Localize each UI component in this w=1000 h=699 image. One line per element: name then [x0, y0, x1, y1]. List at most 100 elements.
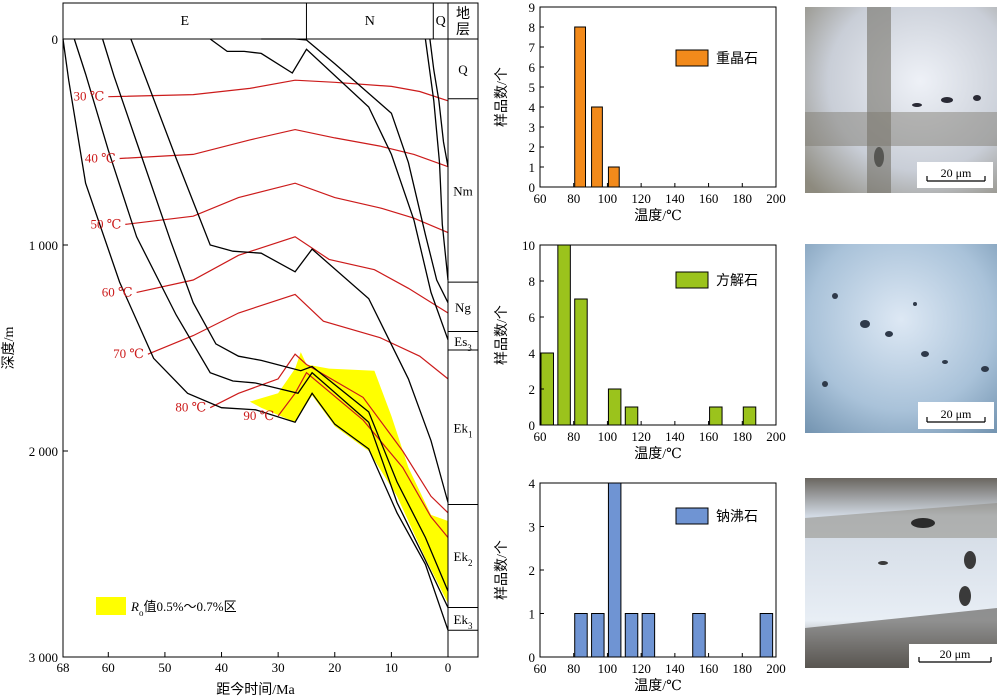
- burial-curve: [209, 38, 449, 341]
- burial-curve: [62, 38, 449, 631]
- isotherm-label: 50 ℃: [90, 216, 121, 231]
- micrograph-natrolite: 20 μm: [805, 478, 997, 668]
- histogram-bar: [641, 613, 656, 658]
- histogram-frame: [539, 6, 777, 188]
- x-tick-label: 100: [598, 429, 618, 444]
- x-tick-label: 180: [733, 191, 753, 206]
- isotherm-line: [136, 236, 449, 314]
- burial-curve: [424, 38, 449, 281]
- isotherm-line: [277, 371, 449, 538]
- histogram-layer: 60 80 100 120 140 160 180 2000123456789温度/℃样品数/…: [494, 0, 786, 694]
- burial-curve: [261, 38, 449, 303]
- isotherm-label: 90 ℃: [243, 408, 274, 423]
- x-tick-label: 160: [699, 429, 719, 444]
- chart-border: [62, 2, 479, 658]
- calcite-inclusion-image: 20 μm: [805, 244, 997, 433]
- isotherm-label: 80 ℃: [175, 400, 206, 415]
- stratum-subscript: 3: [467, 343, 472, 353]
- histogram-bar: [591, 613, 605, 658]
- y-tick-label: 2: [529, 382, 536, 397]
- y-tick-label: 10: [522, 238, 535, 253]
- strata-header: 层: [456, 23, 470, 38]
- stratum-subscript: 3: [468, 621, 473, 631]
- x-tick-label: 50: [158, 660, 171, 675]
- y-axis-title: 样品数/个: [494, 305, 510, 365]
- micrograph-barite: 20 μm: [805, 7, 997, 193]
- y-tick-label: 7: [529, 40, 536, 55]
- histogram-bar: [709, 406, 723, 426]
- y-tick-label: 5: [529, 80, 536, 95]
- scale-bar-label: 20 μm: [940, 647, 971, 661]
- x-tick-label: 120: [631, 191, 651, 206]
- legend-swatch: [675, 507, 709, 525]
- legend-swatch: [675, 49, 709, 67]
- micrograph-calcite: 20 μm: [805, 244, 997, 433]
- isotherm-label: 60 ℃: [102, 284, 133, 299]
- x-tick-label: 100: [598, 191, 618, 206]
- stratum-label: Q: [458, 62, 468, 77]
- y-axis-title: 深度/m: [1, 327, 17, 370]
- legend-label: 方解石: [716, 273, 758, 289]
- y-tick-label: 0: [52, 32, 59, 47]
- legend-label: 重晶石: [716, 51, 758, 67]
- y-tick-label: 2: [529, 563, 536, 578]
- y-tick-label: 4: [529, 476, 536, 491]
- stratum-label: Ek3: [454, 612, 473, 631]
- period-label: Q: [436, 14, 446, 29]
- x-tick-label: 200: [766, 191, 786, 206]
- histogram-bar: [557, 244, 571, 426]
- legend-swatch: [675, 271, 709, 289]
- x-tick-label: 180: [733, 429, 753, 444]
- x-tick-label: 60: [534, 661, 547, 676]
- y-tick-label: 1 000: [29, 238, 58, 253]
- stratum-label: Ng: [455, 300, 471, 315]
- y-tick-label: 2 000: [29, 444, 58, 459]
- y-tick-label: 8: [529, 20, 536, 35]
- histogram-bar: [624, 406, 639, 426]
- x-tick-label: 40: [215, 660, 228, 675]
- burial-curve: [73, 38, 449, 608]
- isotherm-line: [147, 293, 449, 380]
- burial-curve-layer: [62, 38, 449, 631]
- isotherm-layer: [108, 79, 449, 538]
- x-tick-label: 20: [328, 660, 341, 675]
- legend-subscript: o: [139, 608, 144, 618]
- histogram-bar: [574, 298, 588, 426]
- histogram-bar: [692, 613, 706, 658]
- y-tick-label: 0: [529, 418, 536, 433]
- x-tick-label: 140: [665, 429, 685, 444]
- isotherm-line: [119, 128, 449, 168]
- isotherm-label: 70 ℃: [113, 346, 144, 361]
- x-tick-label: 120: [631, 661, 651, 676]
- x-tick-label: 160: [699, 661, 719, 676]
- histogram-frame: [539, 244, 777, 426]
- ro-zone-legend-label: Ro值0.5%～0.7%区: [130, 599, 237, 618]
- burial-curve: [101, 38, 449, 592]
- histogram-bar: [591, 106, 603, 188]
- chart-labels: 30 ℃40 ℃50 ℃60 ℃70 ℃80 ℃90 ℃E N Q 地层QNmNgEs…: [1, 6, 473, 698]
- x-tick-label: 68: [57, 660, 70, 675]
- burial-curve: [130, 38, 449, 503]
- x-tick-label: 80: [567, 429, 580, 444]
- histogram-bar: [574, 26, 587, 188]
- isotherm-line: [125, 182, 449, 234]
- histogram-bar: [742, 406, 757, 426]
- x-tick-label: 60: [534, 429, 547, 444]
- scale-bar-label: 20 μm: [941, 166, 972, 180]
- y-tick-label: 3: [529, 520, 536, 535]
- histogram-bar: [624, 613, 639, 658]
- period-label: E: [180, 14, 189, 29]
- scale-bar-label: 20 μm: [941, 407, 972, 421]
- isotherm-label: 30 ℃: [73, 89, 104, 104]
- y-tick-label: 2: [529, 140, 536, 155]
- legend-label: 钠沸石: [716, 509, 758, 525]
- x-tick-label: 140: [665, 191, 685, 206]
- histogram-bar: [607, 482, 622, 658]
- strata-header: 地: [456, 6, 470, 22]
- histogram-bar: [607, 388, 622, 426]
- y-tick-label: 4: [529, 346, 536, 361]
- stratum-subscript: 1: [468, 429, 473, 439]
- burial-curve: [429, 38, 449, 167]
- y-tick-label: 0: [529, 650, 536, 665]
- x-axis-title: 温度/℃: [634, 446, 682, 462]
